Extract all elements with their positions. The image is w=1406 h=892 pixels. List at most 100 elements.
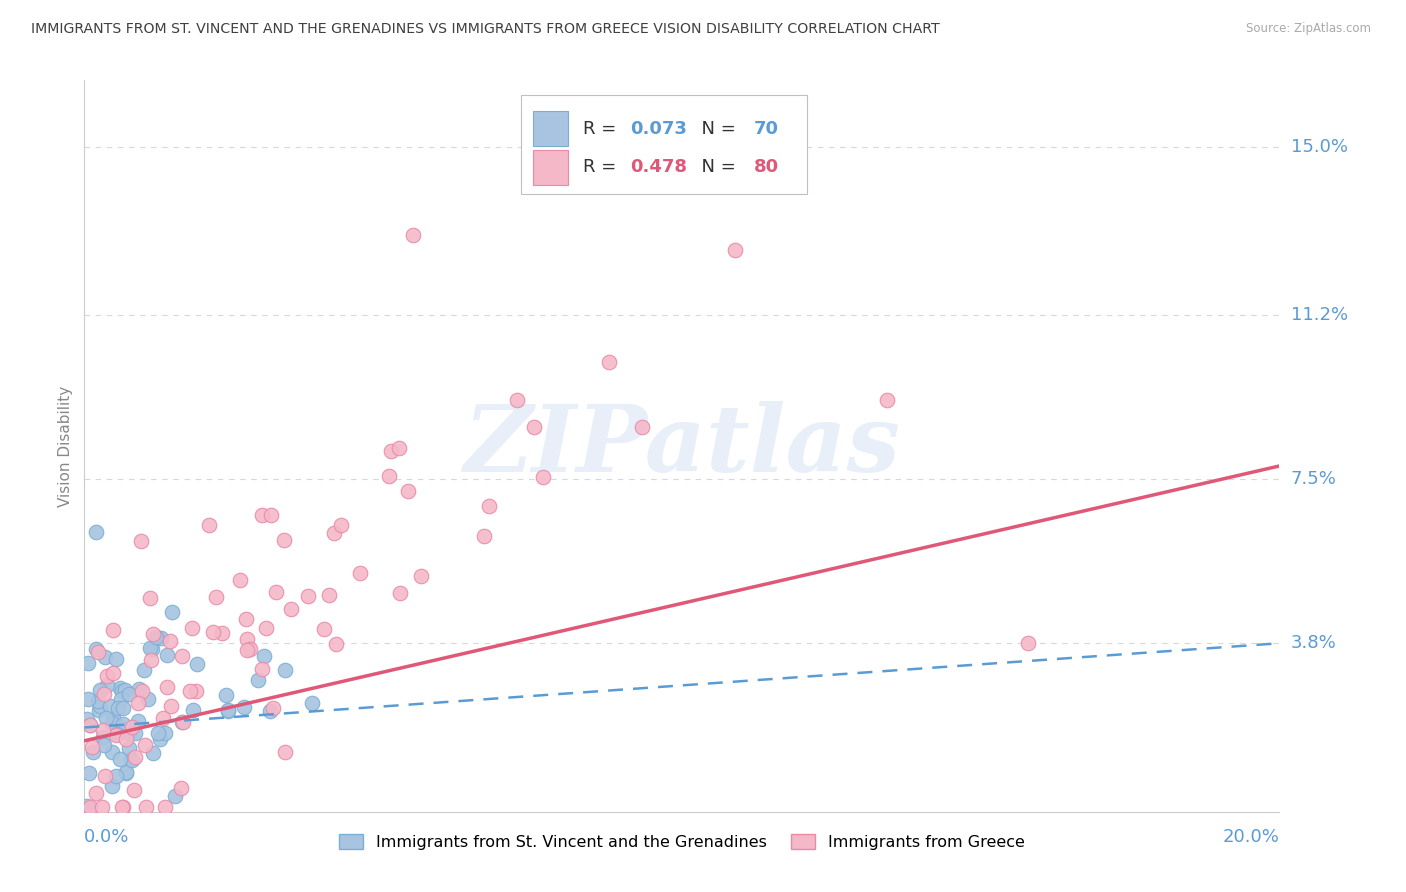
Point xyxy=(380,444,402,458)
Point xyxy=(211,625,233,640)
Point xyxy=(478,499,501,513)
Point xyxy=(318,588,340,602)
Point xyxy=(252,648,274,663)
Point xyxy=(301,696,323,710)
Point xyxy=(273,745,295,759)
Point xyxy=(377,469,399,483)
Point xyxy=(876,393,898,408)
Point xyxy=(233,700,256,714)
Point xyxy=(156,680,179,694)
Point xyxy=(170,715,193,730)
Point xyxy=(134,738,156,752)
Text: IMMIGRANTS FROM ST. VINCENT AND THE GRENADINES VS IMMIGRANTS FROM GREECE VISION : IMMIGRANTS FROM ST. VINCENT AND THE GREN… xyxy=(31,22,939,37)
Bar xyxy=(533,111,568,146)
Point xyxy=(93,687,115,701)
Point xyxy=(349,566,371,580)
Point xyxy=(215,688,238,702)
Point xyxy=(159,634,181,648)
Point xyxy=(152,711,174,725)
Point xyxy=(323,526,346,541)
Point xyxy=(506,393,529,408)
Point xyxy=(170,781,193,796)
Point xyxy=(142,746,165,760)
Point xyxy=(472,529,495,543)
Point xyxy=(117,688,139,702)
Point xyxy=(330,517,353,532)
Point xyxy=(108,719,131,733)
Point xyxy=(1018,636,1040,650)
Point xyxy=(127,696,149,710)
Text: ZIPatlas: ZIPatlas xyxy=(464,401,900,491)
Text: 15.0%: 15.0% xyxy=(1291,137,1347,156)
Point xyxy=(273,663,295,677)
FancyBboxPatch shape xyxy=(520,95,807,194)
Point xyxy=(129,534,152,549)
Text: 0.0%: 0.0% xyxy=(84,829,129,847)
Point xyxy=(127,714,149,728)
Point xyxy=(236,642,259,657)
Point xyxy=(121,720,143,734)
Point xyxy=(128,681,150,696)
Point xyxy=(91,723,114,738)
Point xyxy=(139,653,162,667)
Point xyxy=(149,732,172,747)
Point xyxy=(91,731,114,745)
Point xyxy=(112,716,135,731)
Point xyxy=(93,769,115,783)
Point xyxy=(135,800,157,814)
Point xyxy=(409,568,432,582)
Text: 20.0%: 20.0% xyxy=(1223,829,1279,847)
Point xyxy=(104,728,127,742)
Point xyxy=(111,684,134,698)
Point xyxy=(105,727,128,741)
Point xyxy=(77,766,100,780)
Point xyxy=(239,642,262,657)
Point xyxy=(80,739,103,754)
Point xyxy=(76,691,98,706)
Point xyxy=(150,632,173,646)
Point xyxy=(96,678,118,692)
Point xyxy=(259,508,281,523)
Point xyxy=(90,800,112,814)
Point xyxy=(76,798,98,813)
Point xyxy=(87,694,110,708)
Text: N =: N = xyxy=(690,120,742,137)
Point xyxy=(389,586,412,600)
Point xyxy=(264,584,287,599)
Point xyxy=(388,442,411,456)
Point xyxy=(523,420,546,434)
Point xyxy=(114,765,136,780)
Point xyxy=(273,533,295,548)
Point xyxy=(312,622,335,636)
Point xyxy=(262,701,284,715)
Text: R =: R = xyxy=(582,158,621,177)
Point xyxy=(163,789,186,803)
Point xyxy=(86,645,108,659)
Text: N =: N = xyxy=(690,158,742,177)
Point xyxy=(121,753,143,767)
Legend: Immigrants from St. Vincent and the Grenadines, Immigrants from Greece: Immigrants from St. Vincent and the Gren… xyxy=(333,828,1031,856)
Point xyxy=(93,738,115,752)
Point xyxy=(115,765,138,780)
Point xyxy=(181,703,204,717)
Point xyxy=(252,662,274,676)
Point xyxy=(297,589,319,603)
Point xyxy=(402,228,425,243)
Point xyxy=(148,726,170,740)
Text: Source: ZipAtlas.com: Source: ZipAtlas.com xyxy=(1246,22,1371,36)
Text: 11.2%: 11.2% xyxy=(1291,306,1348,324)
Point xyxy=(179,684,201,698)
Point xyxy=(89,683,111,698)
Point xyxy=(101,716,124,731)
Point xyxy=(114,683,136,698)
Point xyxy=(101,623,124,637)
Point xyxy=(139,640,162,655)
Point xyxy=(229,574,252,588)
Point xyxy=(254,621,277,635)
Point xyxy=(111,800,134,814)
Y-axis label: Vision Disability: Vision Disability xyxy=(58,385,73,507)
Point xyxy=(141,641,163,656)
Point xyxy=(101,666,124,681)
Point xyxy=(396,484,419,499)
Point xyxy=(86,525,108,540)
